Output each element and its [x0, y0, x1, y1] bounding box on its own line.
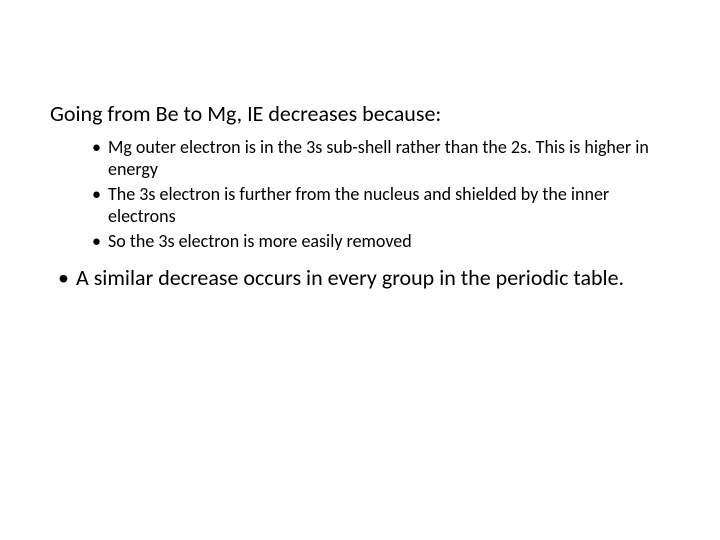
slide-body: Going from Be to Mg, IE decreases becaus…	[0, 0, 720, 540]
outer-bullet-list: A similar decrease occurs in every group…	[50, 264, 670, 292]
list-item: Mg outer electron is in the 3s sub-shell…	[92, 136, 670, 181]
sub-bullet-list: Mg outer electron is in the 3s sub-shell…	[50, 136, 670, 253]
intro-text: Going from Be to Mg, IE decreases becaus…	[50, 100, 670, 128]
list-item: A similar decrease occurs in every group…	[58, 264, 670, 292]
list-item: The 3s electron is further from the nucl…	[92, 183, 670, 228]
list-item: So the 3s electron is more easily remove…	[92, 230, 670, 253]
